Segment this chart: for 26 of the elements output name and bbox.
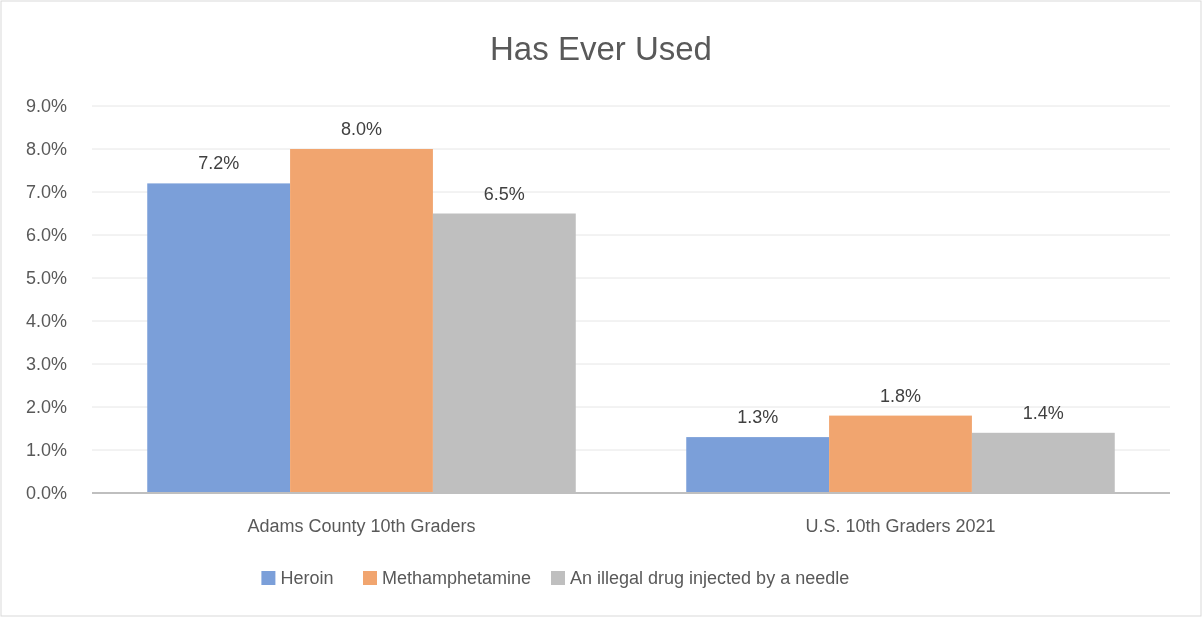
- data-label: 6.5%: [483, 183, 525, 204]
- legend-label: Heroin: [280, 568, 334, 589]
- y-tick-label: 9.0%: [25, 96, 67, 117]
- y-tick-label: 7.0%: [25, 182, 67, 203]
- data-label: 1.3%: [737, 407, 779, 428]
- bar: [686, 437, 830, 493]
- legend-label: Methamphetamine: [382, 568, 532, 589]
- bar: [829, 415, 972, 493]
- x-tick-label: Adams County 10th Graders: [247, 516, 476, 536]
- legend-label: An illegal drug injected by a needle: [570, 568, 850, 589]
- bar: [290, 149, 433, 493]
- y-tick-label: 5.0%: [25, 268, 67, 289]
- bar: [147, 183, 291, 493]
- y-tick-label: 6.0%: [25, 225, 67, 246]
- x-tick-label: U.S. 10th Graders 2021: [805, 516, 996, 536]
- y-tick-label: 3.0%: [25, 354, 67, 375]
- data-label: 1.8%: [879, 385, 922, 406]
- y-tick-label: 4.0%: [25, 311, 67, 332]
- chart-title: Has Ever Used: [490, 30, 712, 67]
- data-label: 8.0%: [340, 119, 383, 139]
- data-label: 1.4%: [1022, 402, 1064, 423]
- y-tick-label: 8.0%: [25, 139, 67, 160]
- y-tick-label: 2.0%: [25, 397, 67, 418]
- y-tick-label: 0.0%: [25, 483, 67, 504]
- data-label: 7.2%: [198, 153, 240, 174]
- y-tick-label: 1.0%: [25, 440, 67, 461]
